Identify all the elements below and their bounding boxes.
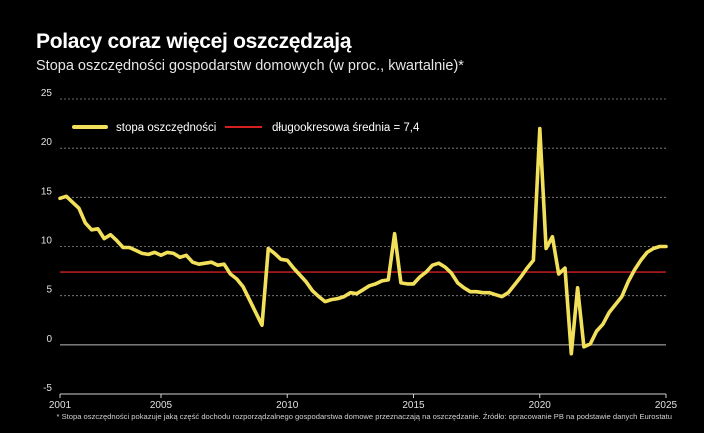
x-tick-label: 2015: [402, 400, 425, 411]
footnote: * Stopa oszczędności pokazuje jaką część…: [56, 412, 672, 421]
y-tick-label: 20: [41, 137, 53, 148]
y-tick-label: 0: [46, 334, 52, 345]
x-axis: 2001 2005 2010 2015 2020 2025: [49, 393, 678, 411]
x-tick-label: 2010: [276, 400, 299, 411]
y-tick-label: -5: [43, 383, 52, 394]
x-tick-label: 2025: [655, 400, 678, 411]
y-tick-label: 25: [41, 88, 53, 99]
chart-subtitle: Stopa oszczędności gospodarstw domowych …: [36, 58, 464, 74]
chart-title: Polacy coraz więcej oszczędzają: [36, 30, 352, 53]
gridlines: [60, 98, 666, 346]
x-tick-label: 2005: [150, 400, 173, 411]
y-tick-label: 5: [46, 285, 52, 296]
y-axis: 25 20 15 10 5 0 -5: [41, 88, 53, 394]
savings-rate-line: [58, 126, 668, 356]
y-tick-label: 10: [41, 236, 53, 247]
legend: stopa oszczędności długookresowa średnia…: [72, 122, 420, 134]
y-tick-label: 15: [41, 186, 53, 197]
legend-label-savings-rate: stopa oszczędności: [116, 122, 216, 134]
savings-rate-series: [58, 126, 668, 356]
legend-label-average: długookresowa średnia = 7,4: [272, 122, 420, 134]
x-tick-label: 2001: [49, 400, 72, 411]
x-tick-label: 2020: [529, 400, 552, 411]
